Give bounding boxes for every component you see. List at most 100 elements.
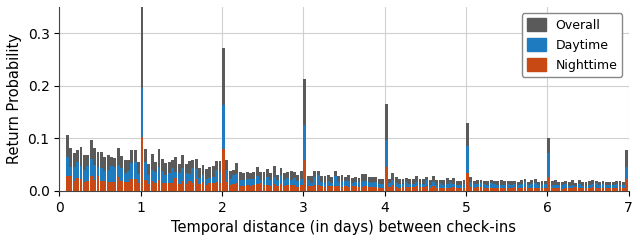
Bar: [361, 187, 364, 191]
Bar: [100, 152, 103, 191]
Bar: [354, 187, 357, 191]
Bar: [395, 177, 397, 191]
Bar: [439, 183, 442, 191]
Bar: [280, 175, 282, 191]
Bar: [107, 170, 109, 191]
Bar: [222, 106, 225, 191]
Bar: [117, 177, 120, 191]
Bar: [286, 185, 289, 191]
Bar: [232, 184, 235, 191]
Bar: [290, 180, 292, 191]
Bar: [239, 180, 242, 191]
Bar: [426, 177, 428, 191]
Bar: [432, 176, 435, 191]
Bar: [561, 182, 564, 191]
Bar: [527, 182, 530, 191]
Bar: [154, 162, 157, 191]
Bar: [609, 182, 611, 191]
Bar: [348, 181, 350, 191]
Bar: [69, 148, 72, 191]
Bar: [517, 182, 520, 191]
Bar: [103, 157, 106, 191]
Bar: [554, 188, 557, 191]
Bar: [286, 172, 289, 191]
Bar: [493, 181, 496, 191]
Bar: [571, 185, 574, 191]
Bar: [378, 188, 381, 191]
Bar: [622, 185, 625, 191]
Bar: [392, 185, 394, 191]
Bar: [330, 186, 333, 191]
Bar: [97, 152, 99, 191]
Bar: [422, 187, 425, 191]
Bar: [147, 164, 150, 191]
Bar: [449, 182, 452, 191]
Bar: [154, 172, 157, 191]
Bar: [324, 187, 326, 191]
Bar: [228, 179, 232, 191]
Bar: [144, 180, 147, 191]
Bar: [314, 185, 316, 191]
Bar: [100, 181, 103, 191]
Bar: [236, 163, 238, 191]
Bar: [578, 180, 580, 191]
Bar: [310, 176, 313, 191]
Bar: [107, 155, 109, 191]
Bar: [168, 183, 171, 191]
Bar: [131, 163, 133, 191]
Bar: [510, 188, 513, 191]
Bar: [541, 181, 543, 191]
Bar: [483, 188, 486, 191]
Bar: [293, 185, 296, 191]
Bar: [188, 174, 191, 191]
Bar: [486, 182, 489, 191]
Bar: [381, 179, 384, 191]
Bar: [344, 177, 347, 191]
Bar: [483, 181, 486, 191]
Bar: [364, 186, 367, 191]
Bar: [131, 180, 133, 191]
Bar: [537, 185, 540, 191]
Bar: [83, 182, 86, 191]
Bar: [215, 182, 218, 191]
Bar: [500, 185, 503, 191]
Bar: [103, 181, 106, 191]
Bar: [426, 186, 428, 191]
Bar: [249, 186, 252, 191]
Bar: [398, 179, 401, 191]
Bar: [205, 169, 208, 191]
Bar: [324, 176, 326, 191]
Bar: [510, 181, 513, 191]
Bar: [225, 170, 228, 191]
Bar: [476, 184, 479, 191]
Bar: [513, 188, 516, 191]
Bar: [618, 181, 621, 191]
Bar: [524, 179, 527, 191]
Bar: [531, 180, 533, 191]
Bar: [178, 174, 180, 191]
Bar: [367, 182, 371, 191]
Bar: [544, 184, 547, 191]
Bar: [466, 174, 469, 191]
Bar: [595, 181, 598, 191]
Bar: [243, 186, 245, 191]
Bar: [429, 188, 431, 191]
Bar: [618, 187, 621, 191]
Bar: [432, 186, 435, 191]
Bar: [225, 159, 228, 191]
Bar: [181, 168, 184, 191]
Bar: [581, 186, 584, 191]
Bar: [280, 184, 282, 191]
Bar: [517, 188, 520, 191]
Bar: [324, 183, 326, 191]
Bar: [266, 177, 269, 191]
Bar: [73, 167, 76, 191]
Bar: [222, 149, 225, 191]
Bar: [537, 188, 540, 191]
Bar: [310, 186, 313, 191]
Bar: [371, 177, 374, 191]
Bar: [280, 168, 282, 191]
Bar: [429, 180, 431, 191]
Bar: [537, 182, 540, 191]
Bar: [622, 189, 625, 191]
